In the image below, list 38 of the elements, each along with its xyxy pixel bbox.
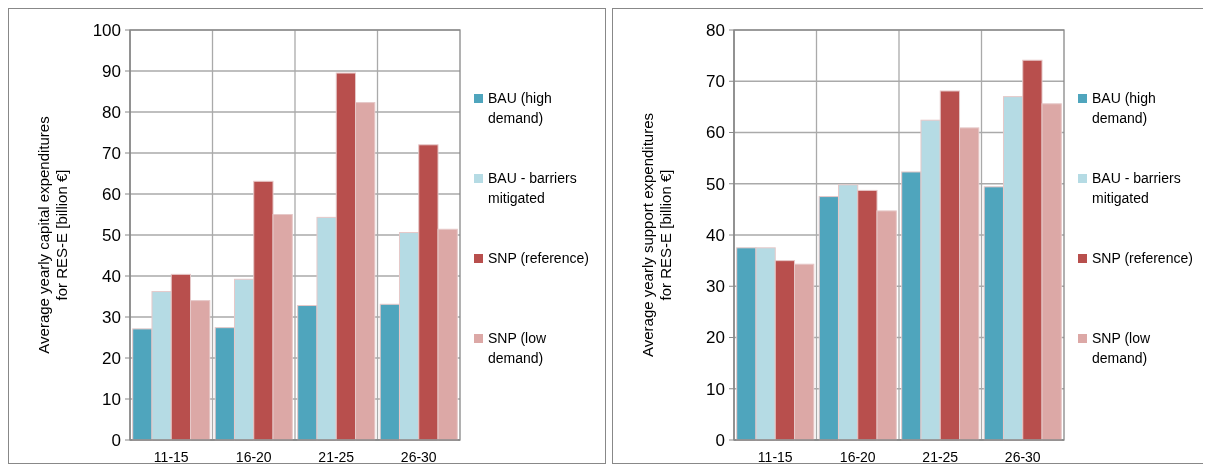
y-tick-label: 0	[715, 430, 725, 450]
legend-label: SNP (low demand)	[1092, 330, 1151, 366]
y-tick-label: 30	[102, 307, 121, 327]
y-tick-label: 50	[102, 225, 121, 245]
y-tick-label: 80	[102, 102, 121, 122]
y-tick-label: 100	[92, 20, 121, 40]
legend-label: BAU - barriers mitigated	[1092, 170, 1181, 206]
y-tick-label: 10	[706, 379, 725, 399]
x-tick-label: 21-25	[922, 449, 959, 465]
y-axis-title: Average yearly support expenditures for RES-E [billion €]	[639, 112, 674, 358]
x-tick-label: 11-15	[757, 449, 793, 465]
y-tick-label: 30	[706, 277, 725, 297]
x-tick-label: 16-20	[839, 449, 876, 465]
legend-label: SNP (reference)	[488, 250, 589, 266]
y-tick-label: 60	[706, 123, 725, 143]
y-tick-label: 40	[102, 266, 121, 286]
y-tick-label: 70	[102, 143, 121, 163]
legend-label: BAU (high demand)	[488, 90, 552, 126]
y-tick-label: 70	[706, 72, 725, 92]
y-tick-label: 20	[706, 328, 725, 348]
y-axis-title: Average yearly capital expenditures for RES-E [billion €]	[35, 116, 70, 354]
x-tick-label: 16-20	[235, 449, 272, 465]
y-tick-label: 60	[102, 184, 121, 204]
y-tick-label: 50	[706, 174, 725, 194]
y-tick-label: 90	[102, 61, 121, 81]
legend-label: BAU - barriers mitigated	[488, 170, 577, 206]
y-tick-label: 0	[111, 430, 121, 450]
y-tick-label: 10	[102, 389, 121, 409]
x-tick-label: 11-15	[153, 449, 189, 465]
x-tick-label: 21-25	[318, 449, 355, 465]
legend-label: BAU (high demand)	[1092, 90, 1156, 126]
y-tick-label: 40	[706, 225, 725, 245]
y-tick-label: 80	[706, 20, 725, 40]
x-tick-label: 26-30	[1004, 449, 1041, 465]
x-tick-label: 26-30	[400, 449, 437, 465]
legend-label: SNP (reference)	[1092, 250, 1193, 266]
y-tick-label: 20	[102, 348, 121, 368]
legend-label: SNP (low demand)	[488, 330, 547, 366]
